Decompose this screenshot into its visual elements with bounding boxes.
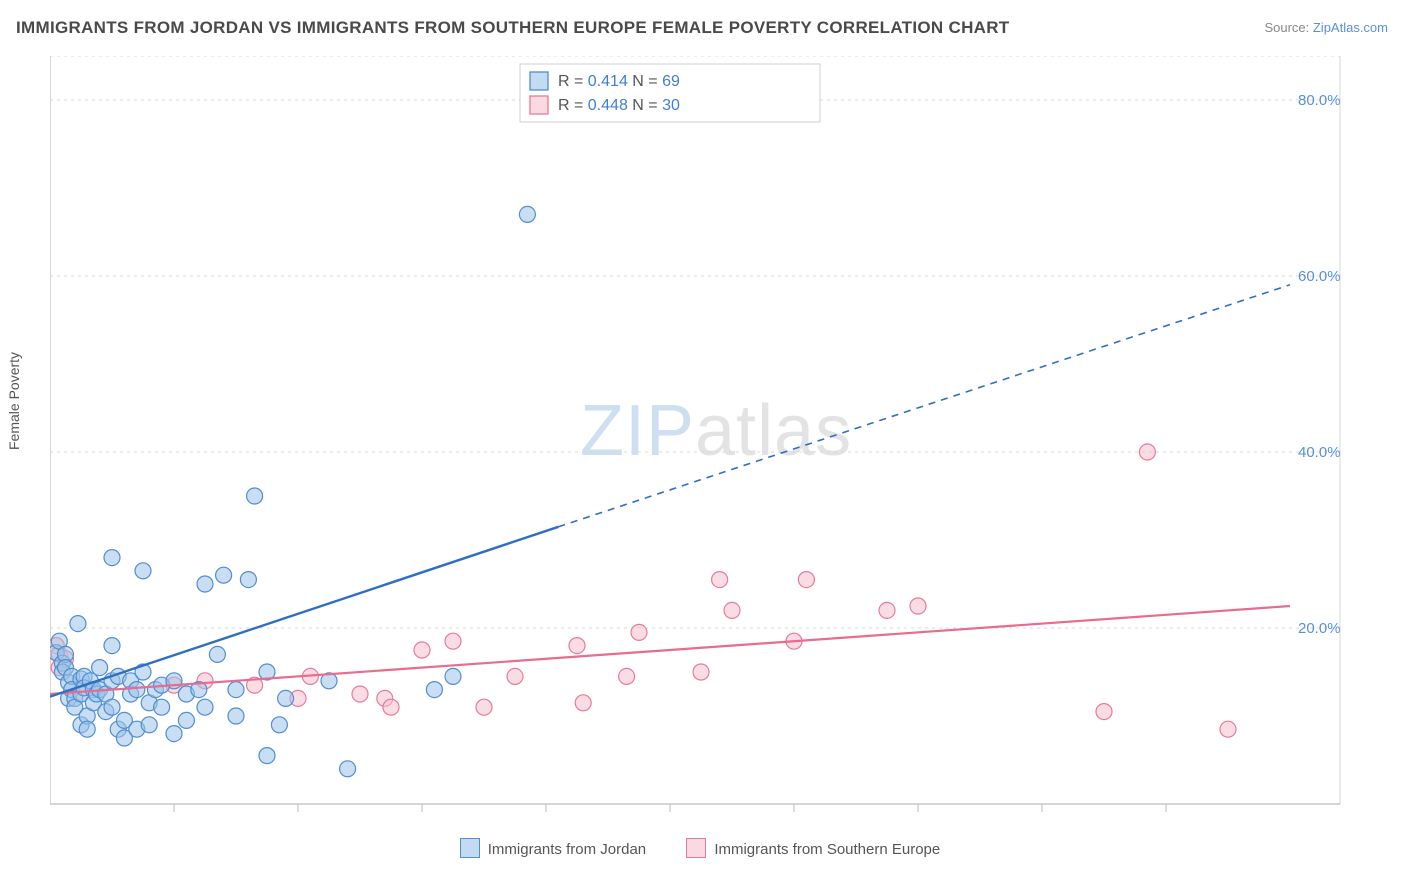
svg-text:20.0%: 20.0% [1298, 620, 1341, 637]
data-point-jordan [197, 699, 213, 715]
data-point-seurope [712, 572, 728, 588]
legend-swatch-pink [686, 838, 706, 858]
stats-swatch [530, 72, 548, 90]
data-point-seurope [693, 664, 709, 680]
data-point-seurope [507, 668, 523, 684]
data-point-seurope [352, 686, 368, 702]
data-point-jordan [340, 761, 356, 777]
legend-item-seurope: Immigrants from Southern Europe [686, 838, 940, 858]
data-point-jordan [104, 638, 120, 654]
data-point-jordan [247, 488, 263, 504]
data-point-seurope [879, 602, 895, 618]
data-point-jordan [197, 576, 213, 592]
data-point-seurope [1220, 721, 1236, 737]
data-point-seurope [798, 572, 814, 588]
regression-seurope [50, 606, 1290, 694]
scatter-chart: 20.0%40.0%60.0%80.0%0.0%20.0%R = 0.414 N… [50, 56, 1350, 816]
stats-row-jordan: R = 0.414 N = 69 [558, 73, 680, 90]
legend-swatch-blue [460, 838, 480, 858]
data-point-jordan [104, 550, 120, 566]
data-point-seurope [910, 598, 926, 614]
y-axis-label: Female Poverty [6, 352, 22, 450]
source-credit: Source: ZipAtlas.com [1264, 20, 1388, 35]
stats-row-seurope: R = 0.448 N = 30 [558, 97, 680, 114]
title-bar: IMMIGRANTS FROM JORDAN VS IMMIGRANTS FRO… [16, 18, 1390, 48]
chart-area: 20.0%40.0%60.0%80.0%0.0%20.0%R = 0.414 N… [50, 56, 1350, 816]
data-point-seurope [414, 642, 430, 658]
data-point-seurope [383, 699, 399, 715]
legend-bottom: Immigrants from Jordan Immigrants from S… [50, 838, 1350, 858]
svg-text:40.0%: 40.0% [1298, 444, 1341, 461]
data-point-seurope [724, 602, 740, 618]
data-point-jordan [240, 572, 256, 588]
data-point-jordan [178, 712, 194, 728]
data-point-jordan [129, 682, 145, 698]
data-point-jordan [445, 668, 461, 684]
svg-text:60.0%: 60.0% [1298, 268, 1341, 285]
legend-item-jordan: Immigrants from Jordan [460, 838, 646, 858]
data-point-jordan [135, 563, 151, 579]
source-label: Source: [1264, 20, 1312, 35]
data-point-seurope [631, 624, 647, 640]
data-point-jordan [216, 567, 232, 583]
legend-label-jordan: Immigrants from Jordan [488, 841, 646, 858]
data-point-jordan [519, 206, 535, 222]
data-point-jordan [166, 726, 182, 742]
data-point-seurope [575, 695, 591, 711]
data-point-seurope [619, 668, 635, 684]
data-point-jordan [228, 682, 244, 698]
data-point-seurope [445, 633, 461, 649]
source-link[interactable]: ZipAtlas.com [1313, 20, 1388, 35]
data-point-jordan [278, 690, 294, 706]
data-point-seurope [476, 699, 492, 715]
legend-label-seurope: Immigrants from Southern Europe [714, 841, 940, 858]
data-point-jordan [228, 708, 244, 724]
stats-swatch [530, 96, 548, 114]
data-point-jordan [92, 660, 108, 676]
data-point-jordan [426, 682, 442, 698]
regression-jordan-dashed [558, 285, 1290, 527]
data-point-jordan [154, 699, 170, 715]
data-point-seurope [1139, 444, 1155, 460]
data-point-jordan [141, 717, 157, 733]
data-point-jordan [104, 699, 120, 715]
data-point-jordan [70, 616, 86, 632]
data-point-seurope [1096, 704, 1112, 720]
data-point-jordan [271, 717, 287, 733]
chart-title: IMMIGRANTS FROM JORDAN VS IMMIGRANTS FRO… [16, 18, 1010, 37]
data-point-jordan [259, 748, 275, 764]
data-point-jordan [209, 646, 225, 662]
svg-text:80.0%: 80.0% [1298, 92, 1341, 109]
data-point-jordan [79, 721, 95, 737]
data-point-seurope [569, 638, 585, 654]
